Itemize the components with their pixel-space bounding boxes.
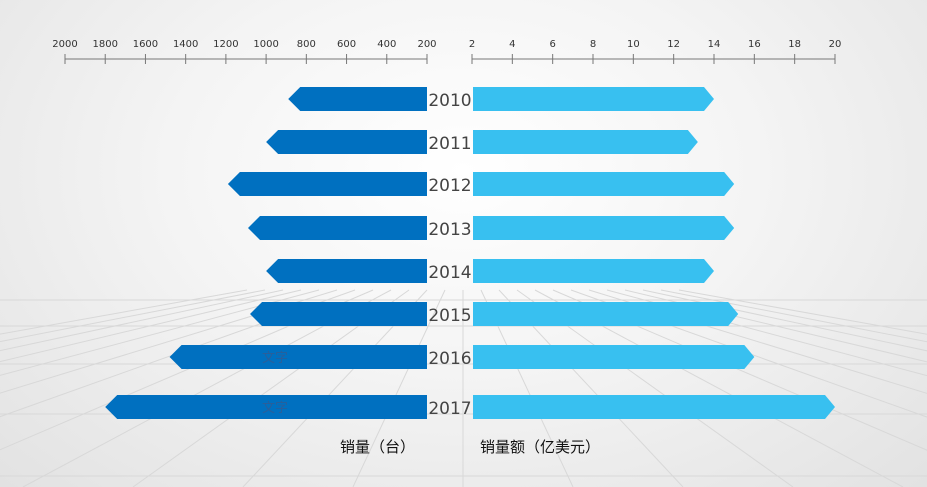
right-axis-tick-label: 6	[549, 39, 555, 50]
floor-line	[0, 289, 320, 376]
floor-line	[0, 289, 266, 343]
bar-text-label: 文字	[262, 401, 288, 416]
floor-line	[624, 289, 927, 363]
right-bar	[473, 172, 735, 196]
left-bar	[250, 302, 427, 326]
left-bar	[227, 172, 427, 196]
right-bar	[473, 87, 714, 111]
left-axis-tick-label: 1800	[92, 39, 117, 50]
right-axis-tick-label: 20	[829, 39, 842, 50]
year-label: 2010	[428, 91, 471, 111]
year-label: 2015	[428, 306, 471, 326]
year-label: 2016	[428, 349, 471, 369]
right-bar	[473, 259, 714, 283]
right-axis-tick-label: 12	[667, 39, 680, 50]
right-axis-tick-label: 2	[469, 39, 475, 50]
right-bar	[473, 216, 735, 240]
floor-line	[0, 289, 338, 394]
left-axis-tick-label: 400	[377, 39, 396, 50]
left-axis-tick-label: 1600	[133, 39, 158, 50]
year-label: 2014	[428, 263, 471, 283]
left-bar	[266, 259, 427, 283]
year-label: 2011	[428, 134, 471, 154]
floor-line	[0, 289, 284, 352]
left-axis-title: 销量（台）	[340, 438, 416, 456]
left-bar	[288, 87, 427, 111]
right-axis-title: 销量额（亿美元）	[480, 438, 601, 456]
right-bar	[473, 345, 755, 369]
right-bar	[473, 130, 698, 154]
floor-line	[0, 289, 248, 335]
left-axis-tick-label: 1000	[253, 39, 278, 50]
left-bar	[105, 395, 427, 419]
left-axis-tick-label: 1200	[213, 39, 238, 50]
left-bar	[266, 130, 427, 154]
year-label: 2017	[428, 399, 471, 419]
floor-line	[678, 289, 927, 335]
right-axis-tick-label: 16	[748, 39, 761, 50]
floor-line	[0, 289, 302, 363]
left-bar	[169, 345, 428, 369]
left-axis-tick-label: 1400	[173, 39, 198, 50]
right-axis-tick-label: 14	[708, 39, 721, 50]
right-axis-tick-label: 18	[788, 39, 801, 50]
right-axis-tick-label: 4	[509, 39, 515, 50]
right-bar	[473, 395, 835, 419]
left-axis-tick-label: 600	[337, 39, 356, 50]
floor-line	[660, 289, 927, 343]
year-label: 2013	[428, 220, 471, 240]
floor-line	[642, 289, 927, 352]
left-axis-tick-label: 2000	[52, 39, 77, 50]
left-axis-tick-label: 800	[297, 39, 316, 50]
right-axis-tick-label: 8	[590, 39, 596, 50]
floor-line	[352, 289, 446, 487]
year-label: 2012	[428, 176, 471, 196]
left-bar	[248, 216, 427, 240]
bar-text-label: 文字	[262, 351, 288, 366]
right-bar	[473, 302, 739, 326]
left-axis-tick-label: 200	[417, 39, 436, 50]
right-axis-tick-label: 10	[627, 39, 640, 50]
